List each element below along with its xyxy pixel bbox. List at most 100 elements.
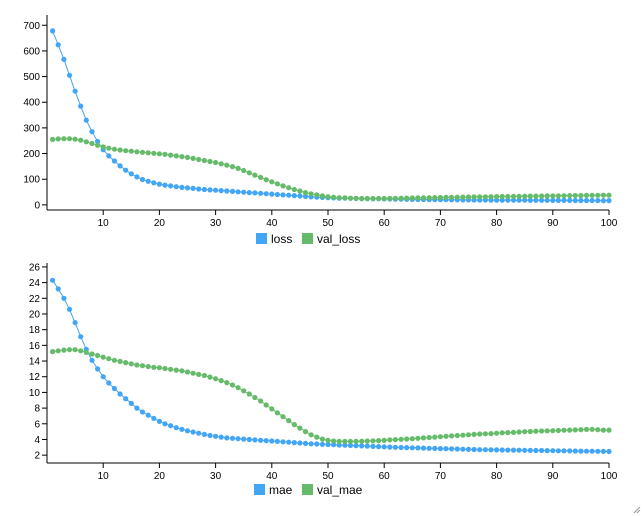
val_loss-point <box>106 145 112 151</box>
loss-point <box>274 191 280 198</box>
val_loss-point <box>258 174 264 180</box>
legend-item-loss[interactable]: loss <box>256 232 292 246</box>
val_loss-point <box>482 194 488 200</box>
mae-point <box>347 442 354 448</box>
val_loss-point <box>241 167 247 174</box>
val_loss-point <box>139 149 146 155</box>
mae-y-tick-label: 6 <box>34 419 40 430</box>
resize-grip-icon[interactable] <box>633 506 641 514</box>
legend-item-mae[interactable]: mae <box>254 483 293 497</box>
mae-point <box>89 357 95 363</box>
mae-point <box>241 436 247 442</box>
mae-point <box>505 447 511 453</box>
val_loss-point <box>61 136 67 142</box>
mae-point <box>606 448 612 455</box>
val_mae-point <box>449 433 455 439</box>
mae-point <box>392 444 398 450</box>
val_mae-point <box>488 431 494 437</box>
val_mae-point <box>179 368 185 374</box>
mae-x-tick-label: 30 <box>210 471 222 482</box>
loss-point <box>583 197 590 204</box>
val_mae-point <box>460 432 466 438</box>
mae-point <box>387 444 393 450</box>
mae-point <box>595 448 601 454</box>
val_loss-point <box>409 195 415 201</box>
loss-x-tick-label: 90 <box>547 218 559 229</box>
val_mae-point <box>392 437 398 443</box>
val_loss-point <box>387 195 393 201</box>
val_loss-point <box>229 164 236 170</box>
loss-point <box>72 88 78 94</box>
mae-point <box>454 446 460 452</box>
mae-point <box>376 444 382 450</box>
val_mae-point <box>398 436 404 442</box>
val_mae-point <box>235 385 241 391</box>
val_loss-point <box>550 193 556 199</box>
loss-chart-panel: 0 100 200 300 400 500 600 700 10 20 30 40 50 60 70 80 90… <box>23 15 618 246</box>
val_loss-point <box>398 195 404 201</box>
val_loss-point <box>134 149 140 155</box>
val_mae-point <box>567 427 573 433</box>
val_mae-point <box>342 438 348 444</box>
val_loss-point <box>432 195 438 201</box>
val_mae-point <box>280 414 286 420</box>
mae-point <box>168 423 174 429</box>
mae-point <box>117 391 123 397</box>
val_loss-point <box>117 147 123 153</box>
loss-point <box>567 197 573 203</box>
mae-point <box>55 286 61 292</box>
val_loss-point <box>505 193 511 200</box>
mae-point <box>224 435 230 441</box>
val_mae-point <box>544 428 550 434</box>
val_loss-point <box>376 195 382 202</box>
val_mae-point <box>314 434 320 440</box>
val_mae-point <box>162 365 168 372</box>
mae-x-tick-label: 20 <box>154 471 166 482</box>
loss-point <box>173 184 179 190</box>
val_mae-point <box>55 348 61 354</box>
loss-point <box>544 197 550 203</box>
mae-point <box>235 436 241 442</box>
val_loss-point <box>72 136 78 142</box>
val_mae-point <box>286 418 292 424</box>
val_mae-point <box>302 429 309 435</box>
mae-x-tick-label: 40 <box>266 471 278 482</box>
val_loss-point <box>544 193 550 199</box>
mae-x-tick-label: 60 <box>379 471 391 482</box>
val_loss-point <box>494 194 500 200</box>
loss-point <box>111 158 117 164</box>
mae-point <box>499 447 505 453</box>
loss-point <box>168 183 174 189</box>
loss-point <box>145 178 151 184</box>
val_loss-point <box>510 193 517 199</box>
legend-item-val_mae[interactable]: val_mae <box>302 483 363 497</box>
mae-point <box>252 437 258 443</box>
mae-point <box>106 380 112 386</box>
mae-point <box>162 421 168 427</box>
val_loss-point <box>426 195 432 201</box>
val_loss-point <box>443 194 449 200</box>
val_loss-point <box>151 150 157 156</box>
loss-point <box>162 182 168 188</box>
mae-point <box>286 439 292 445</box>
mae-point <box>409 445 415 451</box>
mae-point <box>314 441 320 447</box>
val_mae-point <box>437 434 443 440</box>
mae-y-tick-label: 22 <box>29 294 41 305</box>
val_loss-point <box>420 195 427 201</box>
loss-point <box>207 187 213 193</box>
mae-point <box>291 440 297 446</box>
mae-point <box>95 366 101 372</box>
val_mae-point <box>505 430 511 436</box>
legend-item-val_loss[interactable]: val_loss <box>302 232 360 246</box>
loss-point <box>550 197 556 203</box>
loss-y-tick-label: 500 <box>23 72 40 83</box>
val_loss-point <box>539 193 545 199</box>
val_loss-point <box>308 191 314 197</box>
val_mae-point <box>364 438 370 444</box>
val_loss-point <box>78 137 84 143</box>
legend-swatch-loss <box>256 233 267 244</box>
val_loss-point <box>269 179 275 185</box>
mae-point <box>218 434 224 440</box>
val_mae-point <box>128 361 134 367</box>
